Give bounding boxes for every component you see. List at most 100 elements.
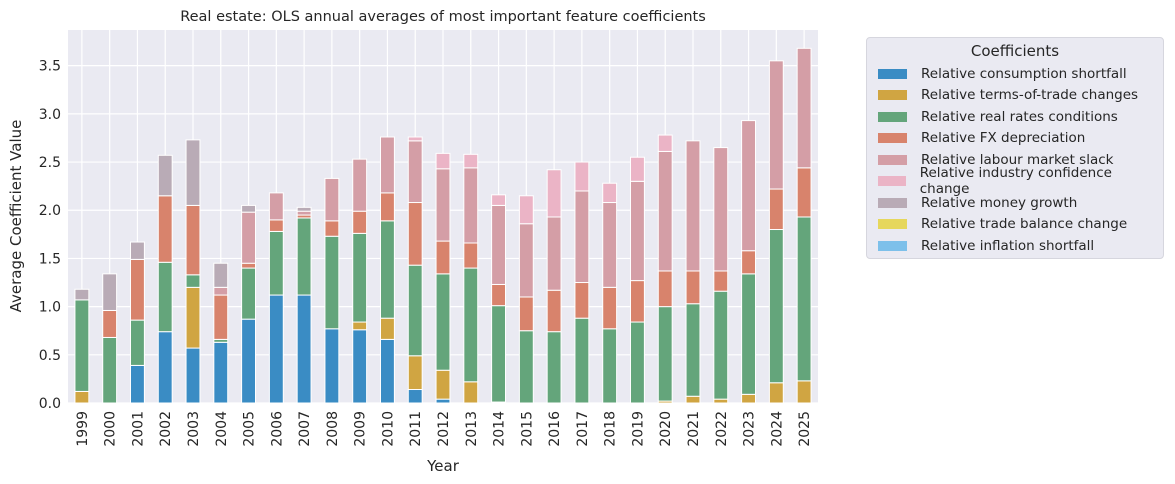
bar-segment-relative-industry-confidence-change [518, 195, 534, 225]
x-tick-label: 2004 [214, 411, 230, 447]
y-tick-label: 1.5 [39, 251, 61, 267]
bar-segment-relative-real-rates-conditions [352, 232, 368, 323]
bar-segment-relative-money-growth [241, 204, 257, 213]
x-tick-label: 2025 [797, 411, 813, 447]
bar-segment-relative-real-rates-conditions [463, 267, 479, 383]
bar-segment-relative-terms-of-trade-changes [407, 355, 423, 391]
x-tick-label: 2006 [269, 411, 285, 447]
bar-segment-relative-fx-depreciation [657, 270, 673, 308]
bar-segment-relative-fx-depreciation [102, 309, 118, 338]
bar-segment-relative-real-rates-conditions [324, 235, 340, 330]
bar-segment-relative-fx-depreciation [491, 283, 507, 307]
y-tick-label: 0.0 [39, 396, 61, 412]
x-tick-label: 2020 [658, 411, 674, 447]
x-tick-label: 2003 [186, 411, 202, 447]
bar-segment-relative-terms-of-trade-changes [74, 390, 90, 404]
x-tick-label: 2021 [686, 411, 702, 447]
legend-swatch [878, 240, 907, 251]
bar-segment-relative-industry-confidence-change [407, 136, 423, 142]
legend-item: Relative FX depreciation [875, 128, 1155, 150]
bar-segment-relative-real-rates-conditions [268, 230, 284, 296]
legend-item: Relative consumption shortfall [875, 63, 1155, 85]
bar-segment-relative-industry-confidence-change [630, 156, 645, 182]
bar-segment-relative-real-rates-conditions [602, 328, 618, 404]
bar-segment-relative-fx-depreciation [268, 219, 284, 232]
bar-segment-relative-fx-depreciation [713, 270, 729, 292]
x-axis-label: Year [426, 457, 460, 475]
legend: Coefficients Relative consumption shortf… [866, 37, 1164, 259]
bar-segment-relative-money-growth [296, 206, 312, 212]
x-tick-label: 2008 [325, 411, 341, 447]
bar-segment-relative-consumption-shortfall [268, 294, 284, 404]
bar-segment-relative-terms-of-trade-changes [185, 286, 201, 349]
legend-label: Relative labour market slack [921, 151, 1114, 168]
y-tick-label: 1.0 [39, 300, 61, 316]
bar-segment-relative-labour-market-slack [407, 140, 423, 204]
bar-segment-relative-terms-of-trade-changes [352, 321, 368, 331]
x-tick-label: 2007 [297, 411, 313, 447]
bar-segment-relative-fx-depreciation [130, 258, 145, 321]
y-tick-label: 2.0 [39, 203, 61, 219]
legend-title: Coefficients [970, 42, 1060, 60]
legend-swatch [878, 197, 907, 208]
bar-segment-relative-labour-market-slack [574, 190, 590, 284]
bar-segment-relative-fx-depreciation [546, 289, 562, 333]
legend-item: Relative trade balance change [875, 214, 1155, 236]
x-tick-label: 2009 [353, 411, 369, 447]
bar-segment-relative-consumption-shortfall [157, 331, 173, 404]
bar-segment-relative-real-rates-conditions [407, 264, 423, 357]
bar-segment-relative-real-rates-conditions [713, 290, 729, 400]
bar-segment-relative-money-growth [130, 241, 145, 260]
bar-segment-relative-real-rates-conditions [296, 217, 312, 296]
bar-segment-relative-labour-market-slack [352, 158, 368, 212]
bar-segment-relative-fx-depreciation [157, 195, 173, 263]
x-tick-label: 2019 [630, 411, 646, 447]
x-tick-label: 2017 [575, 411, 591, 447]
bar-segment-relative-labour-market-slack [463, 167, 479, 244]
legend-swatch [878, 219, 907, 230]
bar-segment-relative-labour-market-slack [796, 47, 812, 169]
x-tick-label: 2005 [242, 411, 258, 447]
legend-swatch [878, 133, 907, 144]
bar-segment-relative-fx-depreciation [630, 280, 645, 323]
x-tick-label: 2013 [464, 411, 480, 447]
bar-segment-relative-labour-market-slack [602, 202, 618, 288]
bar-segment-relative-money-growth [74, 288, 90, 301]
legend-label: Relative money growth [921, 194, 1078, 211]
y-tick-label: 2.5 [39, 155, 61, 171]
bar-segment-relative-labour-market-slack [630, 180, 645, 282]
bar-segment-relative-real-rates-conditions [380, 220, 395, 319]
bar-segment-relative-real-rates-conditions [130, 319, 145, 366]
bar-segment-relative-fx-depreciation [185, 204, 201, 276]
x-tick-label: 2023 [742, 411, 758, 447]
bar-segment-relative-terms-of-trade-changes [713, 398, 729, 404]
bar-segment-relative-real-rates-conditions [435, 273, 451, 371]
bar-segment-relative-fx-depreciation [574, 282, 590, 319]
bar-segment-relative-terms-of-trade-changes [435, 369, 451, 400]
legend-item: Relative labour market slack [875, 149, 1155, 171]
legend-label: Relative trade balance change [921, 216, 1128, 233]
bar-segment-relative-real-rates-conditions [102, 336, 118, 404]
bar-segment-relative-consumption-shortfall [130, 364, 145, 404]
bar-segment-relative-consumption-shortfall [435, 398, 451, 404]
bar-segment-relative-labour-market-slack [768, 60, 784, 190]
y-axis-label: Average Coefficient Value [7, 120, 25, 313]
bar-segment-relative-money-growth [102, 273, 118, 311]
bar-segment-relative-industry-confidence-change [574, 161, 590, 192]
bar-segment-relative-real-rates-conditions [685, 303, 701, 397]
x-tick-label: 2014 [492, 411, 508, 447]
bar-segment-relative-fx-depreciation [213, 294, 229, 340]
bar-segment-relative-labour-market-slack [546, 216, 562, 291]
bar-segment-relative-terms-of-trade-changes [796, 380, 812, 404]
bar-segment-relative-terms-of-trade-changes [685, 395, 701, 404]
bar-segment-relative-industry-confidence-change [463, 153, 479, 169]
bar-segment-relative-real-rates-conditions [157, 261, 173, 333]
bar-segment-relative-fx-depreciation [685, 270, 701, 305]
x-tick-label: 2001 [130, 411, 146, 447]
bar-segment-relative-real-rates-conditions [630, 321, 645, 404]
bar-segment-relative-terms-of-trade-changes [463, 381, 479, 404]
bar-segment-relative-terms-of-trade-changes [741, 393, 756, 404]
bar-segment-relative-real-rates-conditions [185, 274, 201, 288]
bar-segment-relative-real-rates-conditions [546, 331, 562, 404]
bar-segment-relative-money-growth [213, 262, 229, 288]
